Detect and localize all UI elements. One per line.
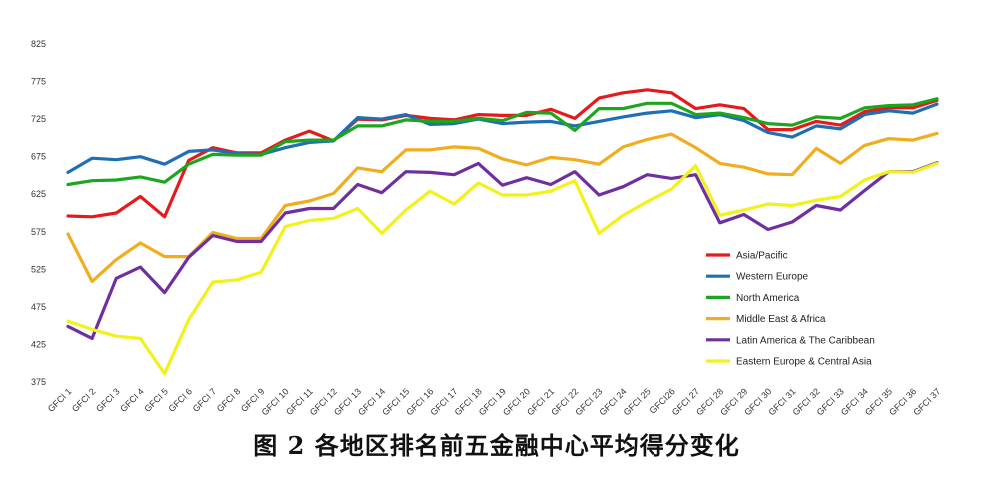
chart-caption: 图 2 各地区排名前五金融中心平均得分变化 <box>253 431 740 460</box>
x-tick-label: GFCI 1 <box>46 386 74 414</box>
x-tick-label: GFCI 8 <box>215 386 243 414</box>
legend-label: North America <box>736 293 800 304</box>
series-lines <box>66 88 939 376</box>
x-tick-label: GFCI 37 <box>911 386 942 417</box>
y-tick-label: 525 <box>31 264 46 274</box>
y-tick-label: 825 <box>31 39 46 49</box>
series-line-4 <box>66 161 939 340</box>
legend-label: Middle East & Africa <box>736 314 826 325</box>
series-line-1 <box>66 102 939 174</box>
x-tick-label: GFCI 25 <box>622 386 653 417</box>
y-tick-label: 575 <box>31 227 46 237</box>
x-tick-label: GFCI 5 <box>142 386 170 414</box>
y-axis-ticks: 375 425 475 525 575 625 675 725 775 825 <box>31 39 46 387</box>
legend-label: Western Europe <box>736 272 809 283</box>
x-tick-label: GFCI 2 <box>70 386 98 414</box>
series-line-0 <box>66 88 939 219</box>
y-tick-label: 725 <box>31 114 46 124</box>
y-tick-label: 775 <box>31 77 46 87</box>
y-tick-label: 675 <box>31 152 46 162</box>
legend-label: Asia/Pacific <box>736 251 788 262</box>
legend-label: Eastern Europe & Central Asia <box>736 357 872 368</box>
legend-label: Latin America & The Caribbean <box>736 335 875 346</box>
y-tick-label: 425 <box>31 339 46 349</box>
legend: Asia/Pacific Western Europe North America M… <box>706 251 875 368</box>
x-tick-label: GFCI 3 <box>94 386 122 414</box>
y-tick-label: 475 <box>31 302 46 312</box>
y-tick-label: 375 <box>31 377 46 387</box>
x-tick-label: GFCI 7 <box>191 386 219 414</box>
series-line-3 <box>66 131 939 283</box>
y-tick-label: 625 <box>31 189 46 199</box>
series-line-2 <box>66 97 939 187</box>
x-tick-label: GFCI 4 <box>118 386 146 414</box>
series-line-5 <box>66 161 939 376</box>
x-tick-label: GFCI 6 <box>167 386 195 414</box>
